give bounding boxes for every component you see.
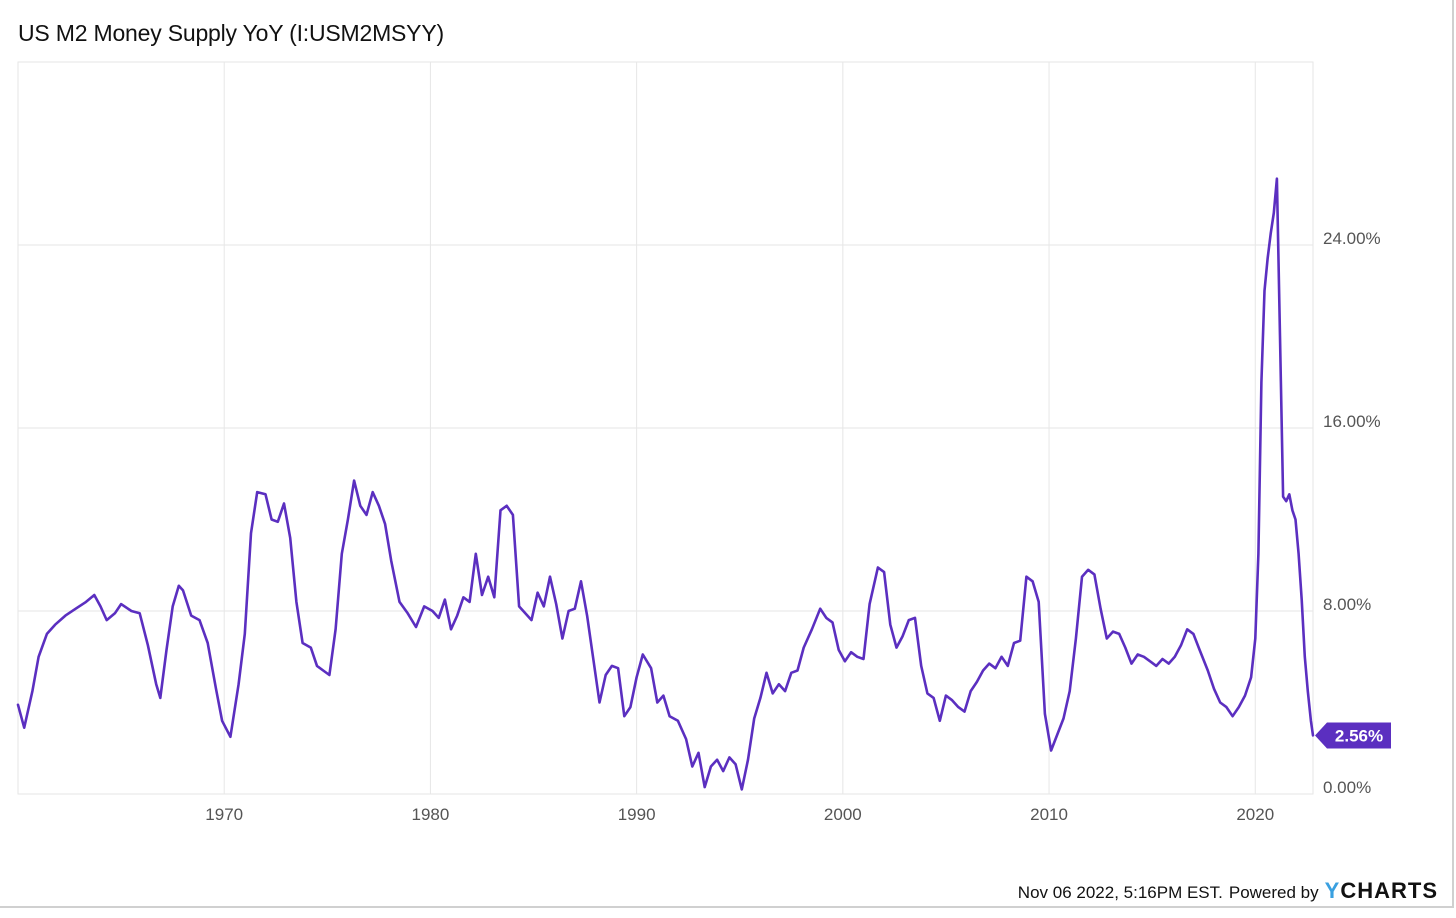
last-value-badge: 2.56% [1315,722,1391,749]
series-layer [16,177,1315,791]
chart-title: US M2 Money Supply YoY (I:USM2MSYY) [18,20,444,46]
x-tick-label: 2020 [1236,805,1274,824]
x-tick-label: 1980 [412,805,450,824]
x-tick-label: 1970 [205,805,243,824]
ycharts-logo[interactable]: YCHARTS [1325,878,1438,904]
series-line [16,177,1315,791]
last-value-badge-bg [1315,722,1391,749]
x-tick-label: 2010 [1030,805,1068,824]
timestamp: Nov 06 2022, 5:16PM EST. [1017,883,1223,902]
logo-rest: CHARTS [1340,878,1438,903]
y-tick-label: 0.00% [1323,778,1371,797]
x-tick-label: 1990 [618,805,656,824]
x-tick-label: 2000 [824,805,862,824]
powered-by-label: Powered by [1228,883,1319,902]
y-tick-label: 24.00% [1323,229,1381,248]
chart-footer: Nov 06 2022, 5:16PM EST. Powered by YCHA… [1018,878,1438,904]
axis-layer: 0.00% 8.00% 16.00% 24.00% 1970 1980 1990 2000 20… [205,229,1380,824]
grid-layer [17,61,1314,795]
last-value-label: 2.56% [1335,726,1383,745]
y-tick-label: 8.00% [1323,595,1371,614]
logo-y: Y [1324,878,1341,903]
y-tick-label: 16.00% [1323,412,1381,431]
